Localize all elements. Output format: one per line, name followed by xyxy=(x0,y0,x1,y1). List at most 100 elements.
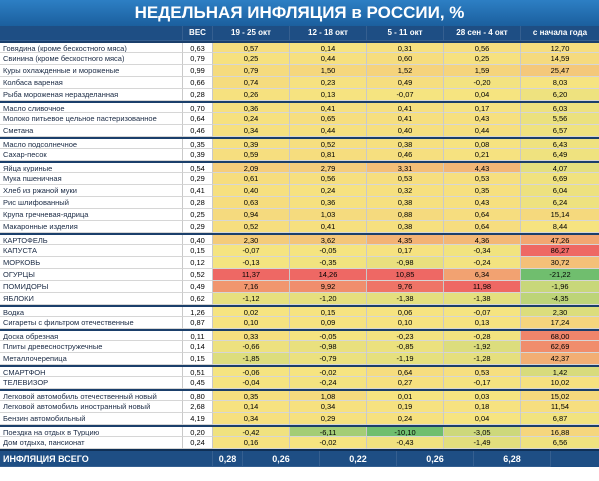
cell: 4,43 xyxy=(444,163,521,173)
row-label: Хлеб из ржаной муки xyxy=(0,185,183,197)
cell: 0,38 xyxy=(367,197,444,209)
cell: 0,43 xyxy=(444,197,521,209)
cell: 25,47 xyxy=(521,65,599,77)
cell: 0,29 xyxy=(183,173,213,185)
row-label: Макаронные изделия xyxy=(0,221,183,233)
cell: 0,25 xyxy=(213,53,290,65)
table-row: Сахар-песок 0,39 0,59 0,81 0,46 0,21 6,49 xyxy=(0,149,599,161)
cell: 0,64 xyxy=(444,209,521,221)
row-label: КАПУСТА xyxy=(0,245,183,257)
cell: 0,11 xyxy=(183,331,213,341)
cell: 0,13 xyxy=(290,89,367,101)
cell: 0,15 xyxy=(290,307,367,317)
cell: 0,38 xyxy=(367,221,444,233)
cell: -0,34 xyxy=(444,245,521,257)
table-row: Масло сливочное 0,70 0,36 0,41 0,41 0,17 6,03 xyxy=(0,101,599,113)
cell: 2,79 xyxy=(290,163,367,173)
cell: 0,60 xyxy=(367,53,444,65)
cell: 0,13 xyxy=(444,317,521,329)
cell: 14,59 xyxy=(521,53,599,65)
cell: -1,96 xyxy=(521,281,599,293)
cell: 0,49 xyxy=(183,281,213,293)
cell: 6,04 xyxy=(521,185,599,197)
cell: -0,02 xyxy=(290,437,367,449)
row-label: ПОМИДОРЫ xyxy=(0,281,183,293)
cell: 6,56 xyxy=(521,437,599,449)
table-row: Сметана 0,46 0,34 0,44 0,40 0,44 6,57 xyxy=(0,125,599,137)
cell: 0,64 xyxy=(444,221,521,233)
table-row: Молоко питьевое цельное пастеризованное 0… xyxy=(0,113,599,125)
cell: 0,14 xyxy=(290,43,367,53)
cell: 2,09 xyxy=(213,163,290,173)
cell: 0,04 xyxy=(444,413,521,425)
cell: 1,59 xyxy=(444,65,521,77)
row-label: Поездка на отдых в Турцию xyxy=(0,427,183,437)
cell: 0,28 xyxy=(183,89,213,101)
cell: 0,63 xyxy=(183,43,213,53)
cell: 1,50 xyxy=(290,65,367,77)
table-row: СМАРТФОН 0,51 -0,06 -0,02 0,64 0,53 1,42 xyxy=(0,365,599,377)
cell: 2,30 xyxy=(521,307,599,317)
cell: 0,56 xyxy=(444,43,521,53)
table-row: Рис шлифованный 0,28 0,63 0,36 0,38 0,43 6,24 xyxy=(0,197,599,209)
footer-row: ИНФЛЯЦИЯ ВСЕГО 0,28 0,26 0,22 0,26 6,28 xyxy=(0,449,599,467)
footer-cell: ИНФЛЯЦИЯ ВСЕГО xyxy=(0,451,213,467)
cell: 6,69 xyxy=(521,173,599,185)
cell: 0,34 xyxy=(213,413,290,425)
cell: 0,40 xyxy=(367,125,444,137)
cell: -1,92 xyxy=(444,341,521,353)
header-cell: ВЕС xyxy=(183,26,213,41)
cell: 0,64 xyxy=(367,367,444,377)
cell: -0,06 xyxy=(213,367,290,377)
footer-cell: 6,28 xyxy=(474,451,551,467)
cell: 4,35 xyxy=(367,235,444,245)
cell: -3,05 xyxy=(444,427,521,437)
cell: 42,37 xyxy=(521,353,599,365)
header-cell: 5 - 11 окт xyxy=(367,26,444,41)
cell: 0,10 xyxy=(367,317,444,329)
cell: -0,42 xyxy=(213,427,290,437)
table-row: ОГУРЦЫ 0,52 11,37 14,26 10,85 6,34 -21,22 xyxy=(0,269,599,281)
header-row: ВЕС 19 - 25 окт 12 - 18 окт 5 - 11 окт 28 се… xyxy=(0,26,599,41)
footer-cell: 0,28 xyxy=(213,451,243,467)
table-row: Колбаса вареная 0,66 0,74 0,23 0,49 -0,20 8,03 xyxy=(0,77,599,89)
table-row: Крупа гречневая-ядрица 0,25 0,94 1,03 0,88 0,… xyxy=(0,209,599,221)
cell: 0,56 xyxy=(290,173,367,185)
cell: 0,52 xyxy=(213,221,290,233)
cell: 0,24 xyxy=(183,437,213,449)
row-label: Дом отдыха, пансионат xyxy=(0,437,183,449)
cell: 0,99 xyxy=(183,65,213,77)
cell: 0,14 xyxy=(213,401,290,413)
table-row: Масло подсолнечное 0,35 0,39 0,52 0,38 0,08 6,… xyxy=(0,137,599,149)
header-cell: 28 сен - 4 окт xyxy=(444,26,521,41)
cell: 0,87 xyxy=(183,317,213,329)
cell: -1,28 xyxy=(444,353,521,365)
cell: 0,24 xyxy=(367,413,444,425)
table-row: Поездка на отдых в Турцию 0,20 -0,42 -6,11-… xyxy=(0,425,599,437)
cell: 0,01 xyxy=(367,391,444,401)
table-row: ЯБЛОКИ 0,62 -1,12 -1,20 -1,38 -1,38 -4,35 xyxy=(0,293,599,305)
cell: 7,16 xyxy=(213,281,290,293)
cell: 0,66 xyxy=(183,77,213,89)
cell: 0,03 xyxy=(444,391,521,401)
cell: -10,10 xyxy=(367,427,444,437)
cell: 16,88 xyxy=(521,427,599,437)
table-row: Металлочерепица 0,15 -1,85 -0,79 -1,19 -1,28 4… xyxy=(0,353,599,365)
cell: 10,02 xyxy=(521,377,599,389)
cell: 0,43 xyxy=(444,113,521,125)
cell: 6,43 xyxy=(521,139,599,149)
cell: 0,64 xyxy=(183,113,213,125)
cell: 2,68 xyxy=(183,401,213,413)
cell: 0,24 xyxy=(290,185,367,197)
cell: 0,70 xyxy=(183,103,213,113)
cell: 0,65 xyxy=(290,113,367,125)
header-cell xyxy=(0,26,183,41)
table-row: Сигареты с фильтром отечественные 0,87 0,1… xyxy=(0,317,599,329)
row-label: Рис шлифованный xyxy=(0,197,183,209)
cell: -0,17 xyxy=(444,377,521,389)
cell: 30,72 xyxy=(521,257,599,269)
row-label: Масло подсолнечное xyxy=(0,139,183,149)
cell: -0,24 xyxy=(290,377,367,389)
cell: 0,88 xyxy=(367,209,444,221)
cell: -0,23 xyxy=(367,331,444,341)
